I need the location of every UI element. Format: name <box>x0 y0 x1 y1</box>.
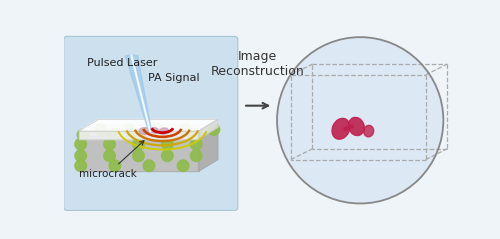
Polygon shape <box>79 131 198 139</box>
Text: microcrack: microcrack <box>79 141 144 179</box>
Polygon shape <box>79 120 218 131</box>
Circle shape <box>75 138 86 150</box>
Circle shape <box>75 150 86 162</box>
Circle shape <box>104 138 116 150</box>
Ellipse shape <box>348 117 364 136</box>
Text: Pulsed Laser: Pulsed Laser <box>87 58 157 68</box>
Circle shape <box>106 129 117 141</box>
Text: Image
Reconstruction: Image Reconstruction <box>211 50 304 78</box>
Ellipse shape <box>364 125 374 137</box>
Ellipse shape <box>151 128 158 133</box>
Circle shape <box>134 129 145 141</box>
Polygon shape <box>198 125 218 171</box>
Circle shape <box>190 129 202 141</box>
Circle shape <box>208 124 220 135</box>
Circle shape <box>178 160 189 172</box>
Ellipse shape <box>332 118 350 139</box>
Circle shape <box>143 160 154 172</box>
Circle shape <box>162 129 173 141</box>
Circle shape <box>104 150 116 162</box>
Circle shape <box>75 160 86 172</box>
Circle shape <box>132 150 144 162</box>
Circle shape <box>190 150 202 162</box>
Ellipse shape <box>160 128 168 134</box>
Circle shape <box>180 124 192 135</box>
Polygon shape <box>126 56 152 131</box>
Text: PA Signal: PA Signal <box>148 73 200 83</box>
Circle shape <box>132 138 144 150</box>
Polygon shape <box>198 120 218 139</box>
Circle shape <box>277 37 444 203</box>
Circle shape <box>95 124 106 135</box>
Ellipse shape <box>139 128 150 135</box>
Circle shape <box>77 129 89 141</box>
Circle shape <box>123 124 135 135</box>
Circle shape <box>152 124 163 135</box>
Polygon shape <box>79 136 198 171</box>
Polygon shape <box>79 125 218 136</box>
Circle shape <box>162 150 173 162</box>
Circle shape <box>109 160 120 172</box>
Circle shape <box>190 138 202 150</box>
FancyBboxPatch shape <box>64 36 238 210</box>
Circle shape <box>162 138 173 150</box>
